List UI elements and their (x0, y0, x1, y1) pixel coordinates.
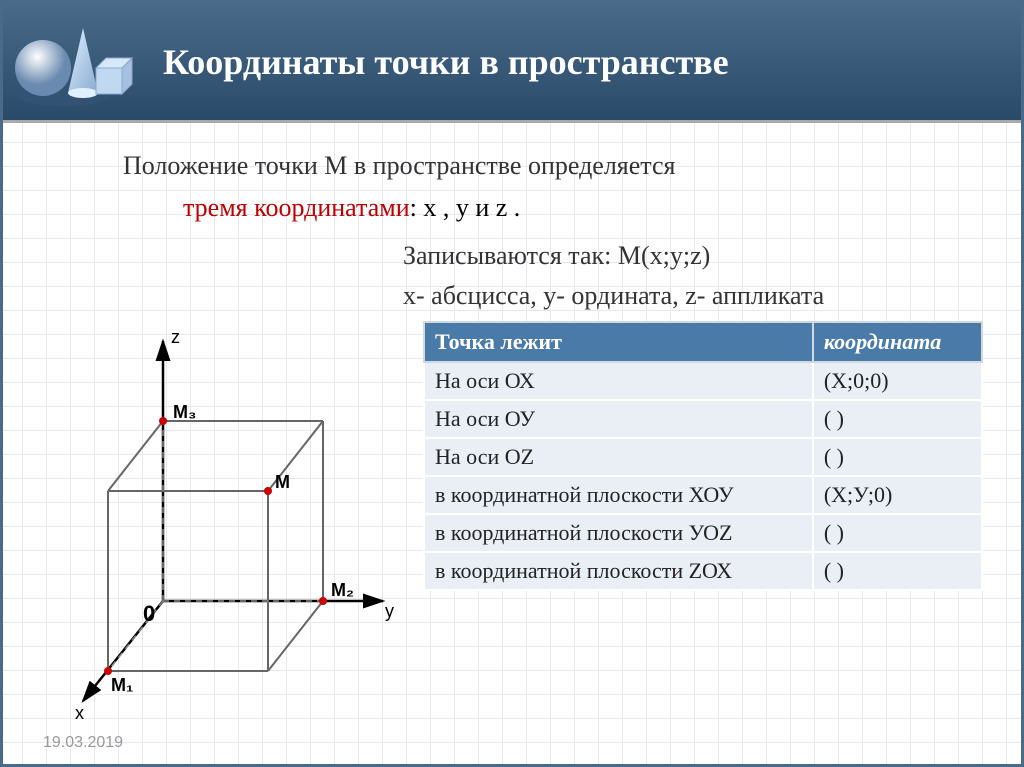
table-row: в координатной плоскости ZОХ ( ) (424, 552, 982, 590)
z-axis-label: z (171, 327, 180, 347)
m3-label: M₃ (173, 402, 196, 422)
slide-frame: Координаты точки в пространстве Положени… (0, 0, 1024, 767)
m-label: M (275, 472, 290, 492)
table-header-row: Точка лежит координата (424, 322, 982, 362)
cell: На оси ОZ (424, 438, 813, 476)
m2-label: M₂ (331, 580, 354, 600)
geometry-logo-icon (8, 8, 148, 118)
intro-line-2: тремя координатами: x , y и z . (183, 193, 991, 223)
coordinate-diagram: z y x 0 M₃ M₂ M₁ M (53, 321, 413, 721)
cell: в координатной плоскости ZОХ (424, 552, 813, 590)
cube-diagram-svg: z y x 0 M₃ M₂ M₁ M (53, 321, 413, 721)
footer-date: 19.03.2019 (43, 734, 123, 752)
x-axis-label: x (75, 703, 84, 721)
logo-area (8, 8, 148, 118)
coordinate-table: Точка лежит координата На оси ОХ (Х;0;0)… (423, 321, 983, 721)
header-coord: координата (813, 322, 982, 362)
intro-line-1: Положение точки М в пространстве определ… (123, 151, 991, 181)
slide-title: Координаты точки в пространстве (163, 41, 729, 83)
cell: ( ) (813, 438, 982, 476)
m1-label: M₁ (111, 675, 133, 695)
table-row: На оси ОZ ( ) (424, 438, 982, 476)
cell: ( ) (813, 400, 982, 438)
lower-section: z y x 0 M₃ M₂ M₁ M Точка лежит координат… (53, 321, 991, 721)
table-row: На оси ОХ (Х;0;0) (424, 362, 982, 400)
cell: ( ) (813, 552, 982, 590)
intro-rest-text: : x , y и z . (410, 193, 521, 222)
table-row: в координатной плоскости УОZ ( ) (424, 514, 982, 552)
origin-label: 0 (143, 601, 155, 626)
y-axis-label: y (385, 601, 394, 621)
axis-names-line: x- абсцисса, y- ордината, z- аппликата (403, 281, 991, 311)
title-bar: Координаты точки в пространстве (3, 3, 1021, 123)
header-location: Точка лежит (424, 322, 813, 362)
content-area: Положение точки М в пространстве определ… (3, 123, 1021, 731)
cell: (Х;У;0) (813, 476, 982, 514)
cell: ( ) (813, 514, 982, 552)
cell: (Х;0;0) (813, 362, 982, 400)
intro-red-text: тремя координатами (183, 193, 410, 222)
table-row: в координатной плоскости ХОУ (Х;У;0) (424, 476, 982, 514)
notation-line: Записываются так: М(x;y;z) (403, 241, 991, 271)
cell: в координатной плоскости ХОУ (424, 476, 813, 514)
table-row: На оси ОУ ( ) (424, 400, 982, 438)
table: Точка лежит координата На оси ОХ (Х;0;0)… (423, 321, 983, 591)
cell: На оси ОУ (424, 400, 813, 438)
cell: На оси ОХ (424, 362, 813, 400)
cell: в координатной плоскости УОZ (424, 514, 813, 552)
